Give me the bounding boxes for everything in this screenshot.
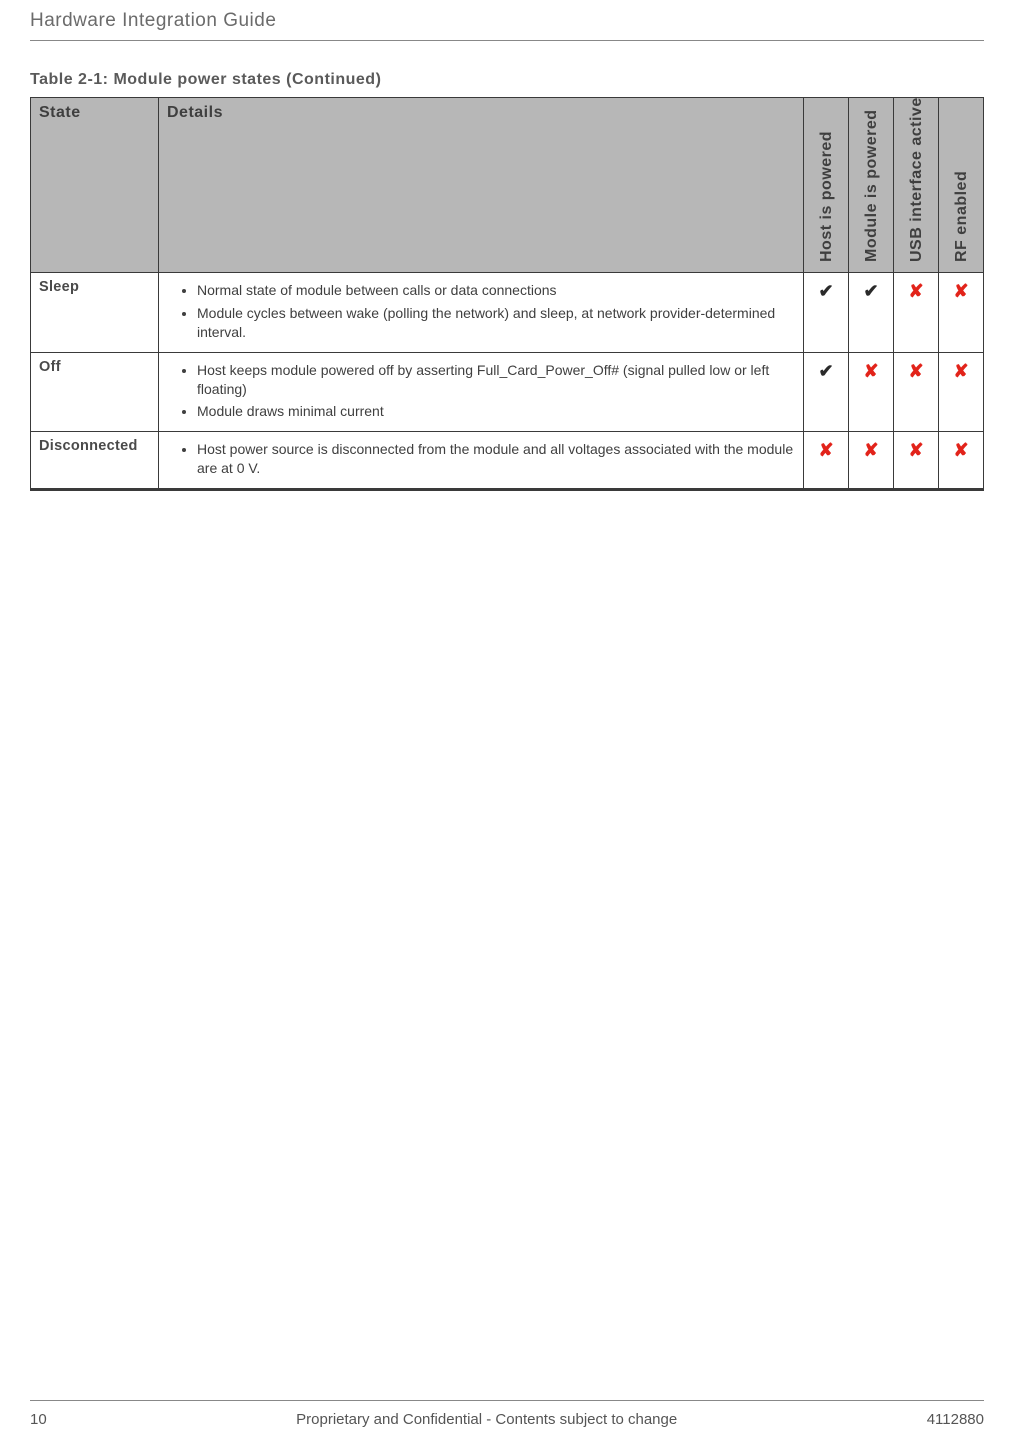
table-caption: Table 2-1: Module power states (Continue…: [30, 71, 984, 89]
detail-item: Module draws minimal current: [197, 402, 795, 421]
check-icon: ✔: [849, 273, 894, 353]
cross-icon: ✘: [894, 352, 939, 432]
details-cell: Normal state of module between calls or …: [159, 273, 804, 353]
table-row: Disconnected Host power source is discon…: [31, 432, 984, 490]
check-icon: ✔: [804, 273, 849, 353]
detail-item: Module cycles between wake (polling the …: [197, 304, 795, 342]
detail-item: Host keeps module powered off by asserti…: [197, 361, 795, 399]
col-header-module-powered: Module is powered: [849, 98, 894, 273]
state-cell: Off: [31, 352, 159, 432]
detail-item: Normal state of module between calls or …: [197, 281, 795, 300]
details-cell: Host power source is disconnected from t…: [159, 432, 804, 490]
document-title: Hardware Integration Guide: [30, 10, 984, 32]
state-cell: Disconnected: [31, 432, 159, 490]
cross-icon: ✘: [894, 432, 939, 490]
cross-icon: ✘: [939, 432, 984, 490]
state-cell: Sleep: [31, 273, 159, 353]
check-icon: ✔: [804, 352, 849, 432]
page-footer: 10 Proprietary and Confidential - Conten…: [30, 1400, 984, 1428]
col-header-state: State: [31, 98, 159, 273]
cross-icon: ✘: [939, 273, 984, 353]
col-header-usb-active: USB interface active: [894, 98, 939, 273]
header-rule: [30, 40, 984, 41]
table-header-row: State Details Host is powered Module is …: [31, 98, 984, 273]
footer-doc-id: 4112880: [927, 1411, 984, 1428]
cross-icon: ✘: [894, 273, 939, 353]
cross-icon: ✘: [804, 432, 849, 490]
col-header-host-powered: Host is powered: [804, 98, 849, 273]
cross-icon: ✘: [849, 352, 894, 432]
page-number: 10: [30, 1411, 47, 1428]
table-row: Sleep Normal state of module between cal…: [31, 273, 984, 353]
footer-center-text: Proprietary and Confidential - Contents …: [296, 1411, 677, 1428]
power-states-table: State Details Host is powered Module is …: [30, 97, 984, 491]
detail-item: Host power source is disconnected from t…: [197, 440, 795, 478]
cross-icon: ✘: [849, 432, 894, 490]
details-cell: Host keeps module powered off by asserti…: [159, 352, 804, 432]
col-header-rf-enabled: RF enabled: [939, 98, 984, 273]
table-row: Off Host keeps module powered off by ass…: [31, 352, 984, 432]
cross-icon: ✘: [939, 352, 984, 432]
col-header-details: Details: [159, 98, 804, 273]
